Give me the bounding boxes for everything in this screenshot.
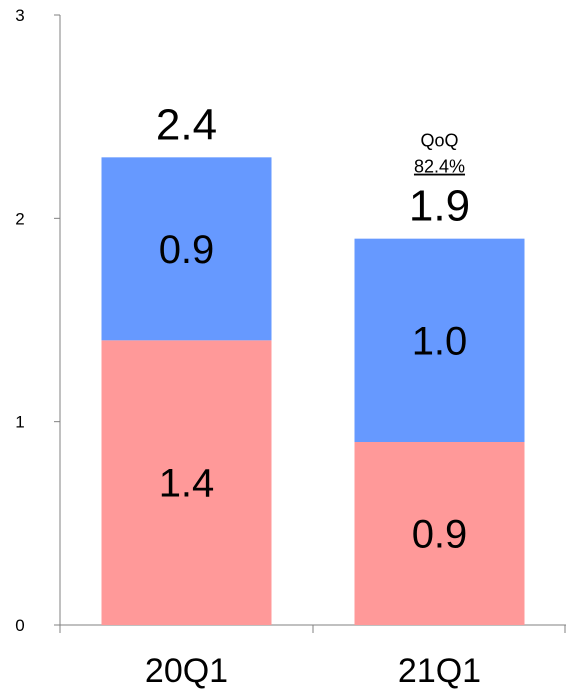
annotation-value: 82.4% <box>414 157 465 177</box>
labels: 1.4 0.9 2.4 0.9 1.0 1.9 QoQ 82.4% <box>156 100 470 556</box>
axes: 0 1 2 3 20Q1 21Q1 <box>15 6 566 690</box>
total-label: 2.4 <box>156 100 217 149</box>
y-tick-label: 2 <box>15 209 24 228</box>
y-tick-label: 1 <box>15 413 24 432</box>
bar-segment <box>101 340 272 625</box>
total-label: 1.9 <box>409 182 470 231</box>
bar-segment <box>101 157 272 341</box>
y-tick-label: 0 <box>15 616 24 635</box>
data-label: 1.4 <box>159 462 215 506</box>
x-tick-label: 21Q1 <box>398 652 481 690</box>
y-tick-label: 3 <box>15 6 24 25</box>
bar-segment <box>354 442 525 625</box>
data-label: 0.9 <box>159 228 215 272</box>
x-tick-label: 20Q1 <box>145 652 228 690</box>
annotation-title: QoQ <box>420 131 458 151</box>
bar-segment <box>354 238 525 442</box>
bars <box>101 157 525 625</box>
data-label: 1.0 <box>412 319 468 363</box>
data-label: 0.9 <box>412 513 468 557</box>
